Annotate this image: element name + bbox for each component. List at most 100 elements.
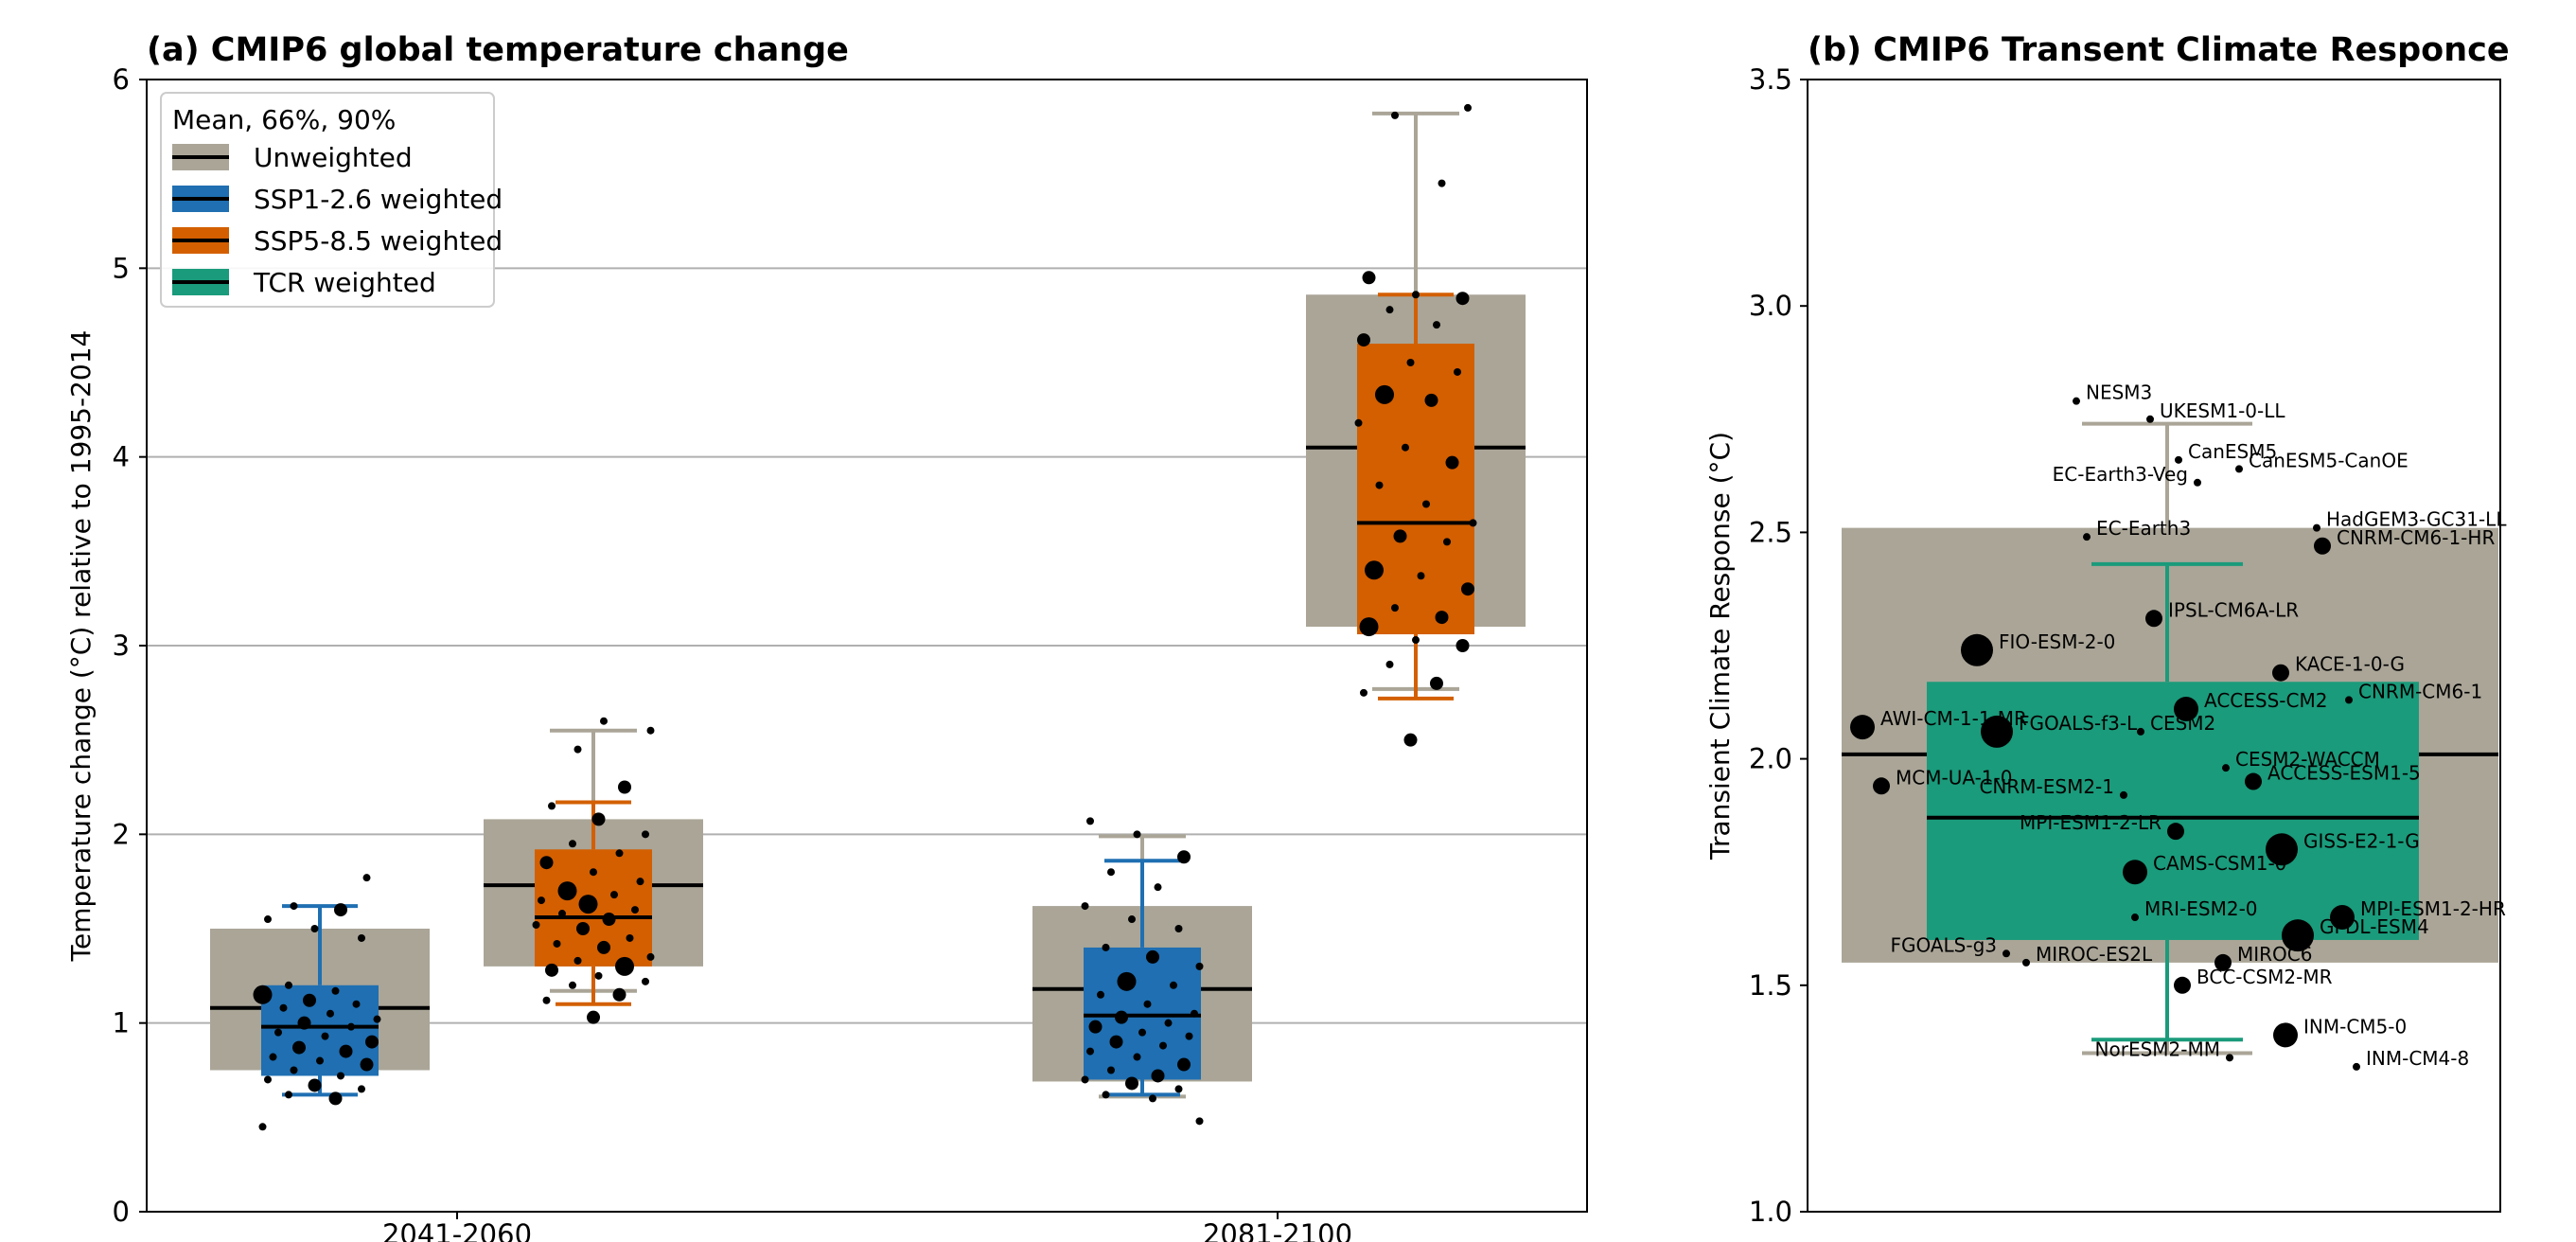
model-label: EC-Earth3-Veg	[2053, 463, 2188, 486]
model-point	[1424, 393, 1438, 407]
model-point	[1456, 639, 1470, 652]
model-label: EC-Earth3	[2096, 517, 2191, 540]
model-point	[1391, 604, 1399, 612]
model-label: CESM2-WACCM	[2235, 748, 2380, 771]
y-tick-label: 2.5	[1749, 516, 1792, 548]
model-label: NorESM2-MM	[2095, 1038, 2220, 1060]
model-label: HadGEM3-GC31-LL	[2326, 508, 2507, 531]
model-point	[1143, 1000, 1152, 1008]
model-point	[1403, 733, 1418, 747]
model-point	[1357, 333, 1370, 347]
model-point	[1146, 949, 1159, 964]
model-point	[352, 1000, 361, 1008]
y-tick-label: 3	[113, 630, 130, 662]
model-point	[1195, 1117, 1204, 1126]
model-point	[321, 1032, 329, 1040]
model-point	[2235, 465, 2243, 473]
model-label: CAMS-CSM1-0	[2153, 852, 2286, 875]
model-point	[1469, 519, 1477, 527]
legend-label: SSP1-2.6 weighted	[254, 184, 503, 215]
model-point	[578, 895, 598, 914]
model-point	[1456, 292, 1470, 306]
model-point	[1191, 1009, 1198, 1018]
y-tick-label: 3.5	[1749, 63, 1792, 96]
model-point	[646, 726, 655, 735]
model-point	[1125, 1076, 1138, 1091]
model-point	[539, 856, 554, 870]
model-point	[1086, 817, 1094, 825]
model-point	[2145, 610, 2162, 628]
model-point	[573, 745, 582, 754]
model-label: FIO-ESM-2-0	[1999, 630, 2115, 653]
model-label: INM-CM4-8	[2366, 1047, 2469, 1070]
model-point	[290, 1066, 298, 1074]
model-point	[1102, 1091, 1110, 1099]
model-point	[2214, 953, 2232, 971]
model-label: CNRM-CM6-1-HR	[2337, 526, 2495, 549]
model-point	[626, 933, 634, 942]
model-point	[1149, 1094, 1156, 1103]
model-point	[1138, 1028, 1146, 1037]
model-point	[2175, 455, 2182, 464]
panel-a-title: (a) CMIP6 global temperature change	[147, 31, 849, 69]
model-point	[1107, 1066, 1115, 1074]
model-point	[1443, 538, 1451, 546]
model-label: CanESM5	[2188, 440, 2277, 463]
model-point	[2003, 949, 2010, 958]
model-point	[545, 963, 558, 977]
model-point	[557, 881, 577, 901]
model-point	[1438, 179, 1446, 187]
model-point	[2194, 478, 2201, 487]
model-point	[1081, 1075, 1089, 1084]
model-point	[328, 1091, 343, 1106]
model-point	[618, 780, 631, 794]
model-point	[337, 1072, 344, 1080]
panel-b: (b) CMIP6 Transent Climate Responce NESM…	[1704, 31, 2510, 1228]
model-point	[1170, 981, 1177, 989]
model-point	[1097, 990, 1104, 999]
model-point	[2282, 919, 2314, 952]
model-point	[642, 830, 649, 839]
model-point	[569, 840, 576, 848]
model-point	[2022, 958, 2030, 967]
y-tick-label: 3.0	[1749, 290, 1792, 322]
model-point	[2353, 1062, 2360, 1071]
model-point	[365, 1035, 379, 1049]
model-label: ACCESS-CM2	[2204, 689, 2327, 712]
model-point	[1195, 962, 1204, 970]
model-point	[1391, 111, 1399, 119]
model-point	[285, 981, 292, 989]
model-point	[573, 956, 582, 965]
model-point	[569, 981, 576, 989]
model-point	[1461, 582, 1474, 596]
model-point	[292, 1040, 306, 1055]
model-point	[331, 986, 340, 995]
model-point	[1454, 367, 1461, 376]
model-point	[285, 1091, 292, 1099]
model-point	[1174, 1085, 1183, 1093]
y-tick-label: 2	[113, 818, 130, 850]
model-point	[1402, 443, 1409, 452]
model-point	[2137, 727, 2144, 736]
model-point	[532, 921, 540, 930]
model-label: MCM-UA-1-0	[1896, 766, 2012, 789]
model-point	[2174, 976, 2191, 994]
model-point	[1412, 636, 1420, 645]
model-point	[558, 910, 566, 918]
model-label: BCC-CSM2-MR	[2197, 966, 2333, 988]
model-point	[1961, 633, 1993, 666]
model-point	[1102, 943, 1110, 951]
y-tick-label: 1	[113, 1007, 130, 1039]
model-point	[1445, 455, 1459, 470]
model-label: UKESM1-0-LL	[2160, 399, 2285, 422]
model-point	[2123, 860, 2147, 885]
panel-b-frame	[1807, 79, 2501, 1213]
model-point	[290, 902, 298, 911]
model-label: FGOALS-f3-L	[2019, 712, 2138, 735]
model-point	[316, 1056, 324, 1065]
model-label: CNRM-ESM2-1	[1979, 775, 2114, 798]
y-tick-label: 0	[113, 1196, 130, 1228]
model-point	[538, 896, 545, 905]
panel-a: (a) CMIP6 global temperature change 0 1 2 3…	[65, 31, 1588, 1242]
